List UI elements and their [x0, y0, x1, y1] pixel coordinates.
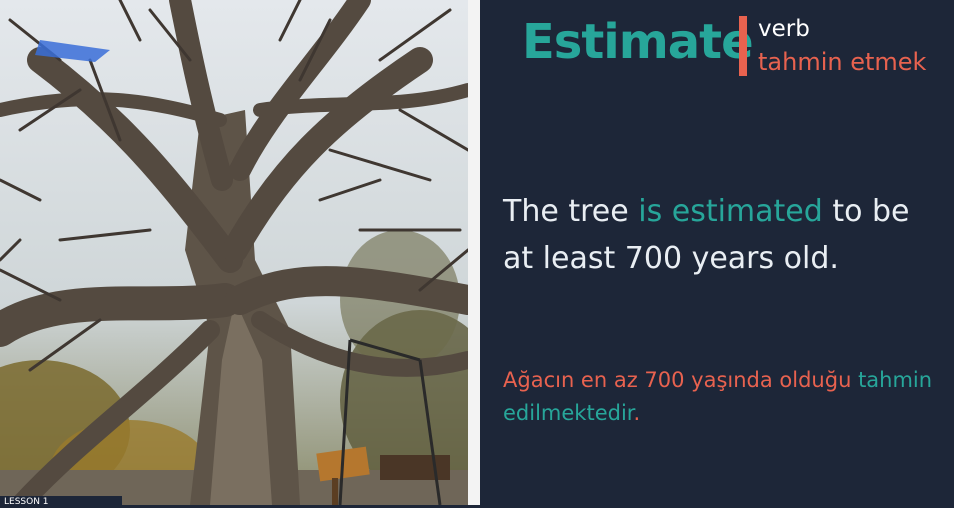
example-translation: Ağacın en az 700 yaşında olduğu tahmin e… [503, 364, 943, 430]
example-translation-highlight: tahmin edilmektedir [503, 368, 933, 425]
example-sentence: The tree is estimated to be at least 700… [503, 188, 948, 282]
example-sentence-start: The tree [503, 194, 639, 229]
vocabulary-word: Estimate [522, 14, 754, 70]
part-of-speech: verb [758, 16, 810, 42]
vocabulary-card: Estimate verb tahmin etmek The tree is e… [480, 0, 954, 505]
word-translation: tahmin etmek [758, 48, 927, 76]
example-sentence-end: to be at least 700 years old. [503, 194, 910, 276]
tree-photo [0, 0, 468, 505]
lesson-label: LESSON 1 [0, 496, 122, 508]
divider [468, 0, 480, 505]
accent-bar [739, 16, 747, 76]
example-translation-start: Ağacın en az 700 yaşında olduğu [503, 368, 859, 392]
example-sentence-highlight: is estimated [638, 194, 823, 229]
example-translation-end: . [633, 401, 641, 425]
